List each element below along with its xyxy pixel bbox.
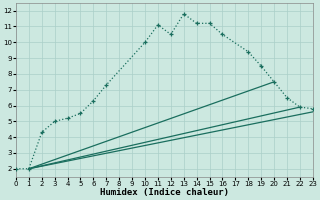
X-axis label: Humidex (Indice chaleur): Humidex (Indice chaleur) bbox=[100, 188, 229, 197]
